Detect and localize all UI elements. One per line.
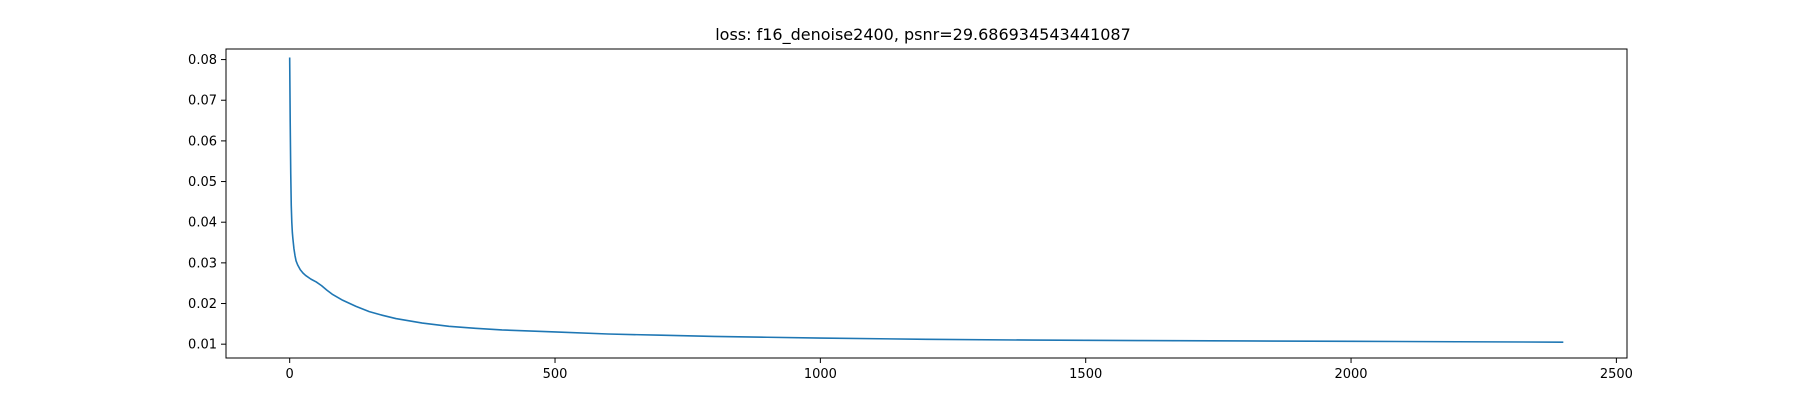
x-tick-label: 1500 xyxy=(1069,367,1102,382)
y-tick-label: 0.02 xyxy=(188,297,217,312)
y-tick-label: 0.06 xyxy=(188,134,217,149)
x-tick-label: 500 xyxy=(543,367,568,382)
y-tick-label: 0.07 xyxy=(188,94,217,109)
x-tick-label: 2500 xyxy=(1600,367,1633,382)
y-axis: 0.01 0.02 0.03 0.04 0.05 0.06 0.07 0.08 xyxy=(188,53,226,353)
y-tick-label: 0.08 xyxy=(188,53,217,68)
x-axis: 0 500 1000 1500 2000 2500 xyxy=(286,358,1633,382)
x-tick-label: 1000 xyxy=(804,367,837,382)
plot-area xyxy=(225,48,1628,359)
y-tick-label: 0.04 xyxy=(188,216,217,231)
series-line-0 xyxy=(288,57,1564,343)
x-tick-label: 2000 xyxy=(1334,367,1367,382)
y-tick-label: 0.05 xyxy=(188,175,217,190)
chart-title: loss: f16_denoise2400, psnr=29.686934543… xyxy=(715,25,1131,45)
y-tick-label: 0.03 xyxy=(188,256,217,271)
x-tick-label: 0 xyxy=(286,367,294,382)
y-tick-label: 0.01 xyxy=(188,338,217,353)
plot-frame xyxy=(225,48,1628,359)
